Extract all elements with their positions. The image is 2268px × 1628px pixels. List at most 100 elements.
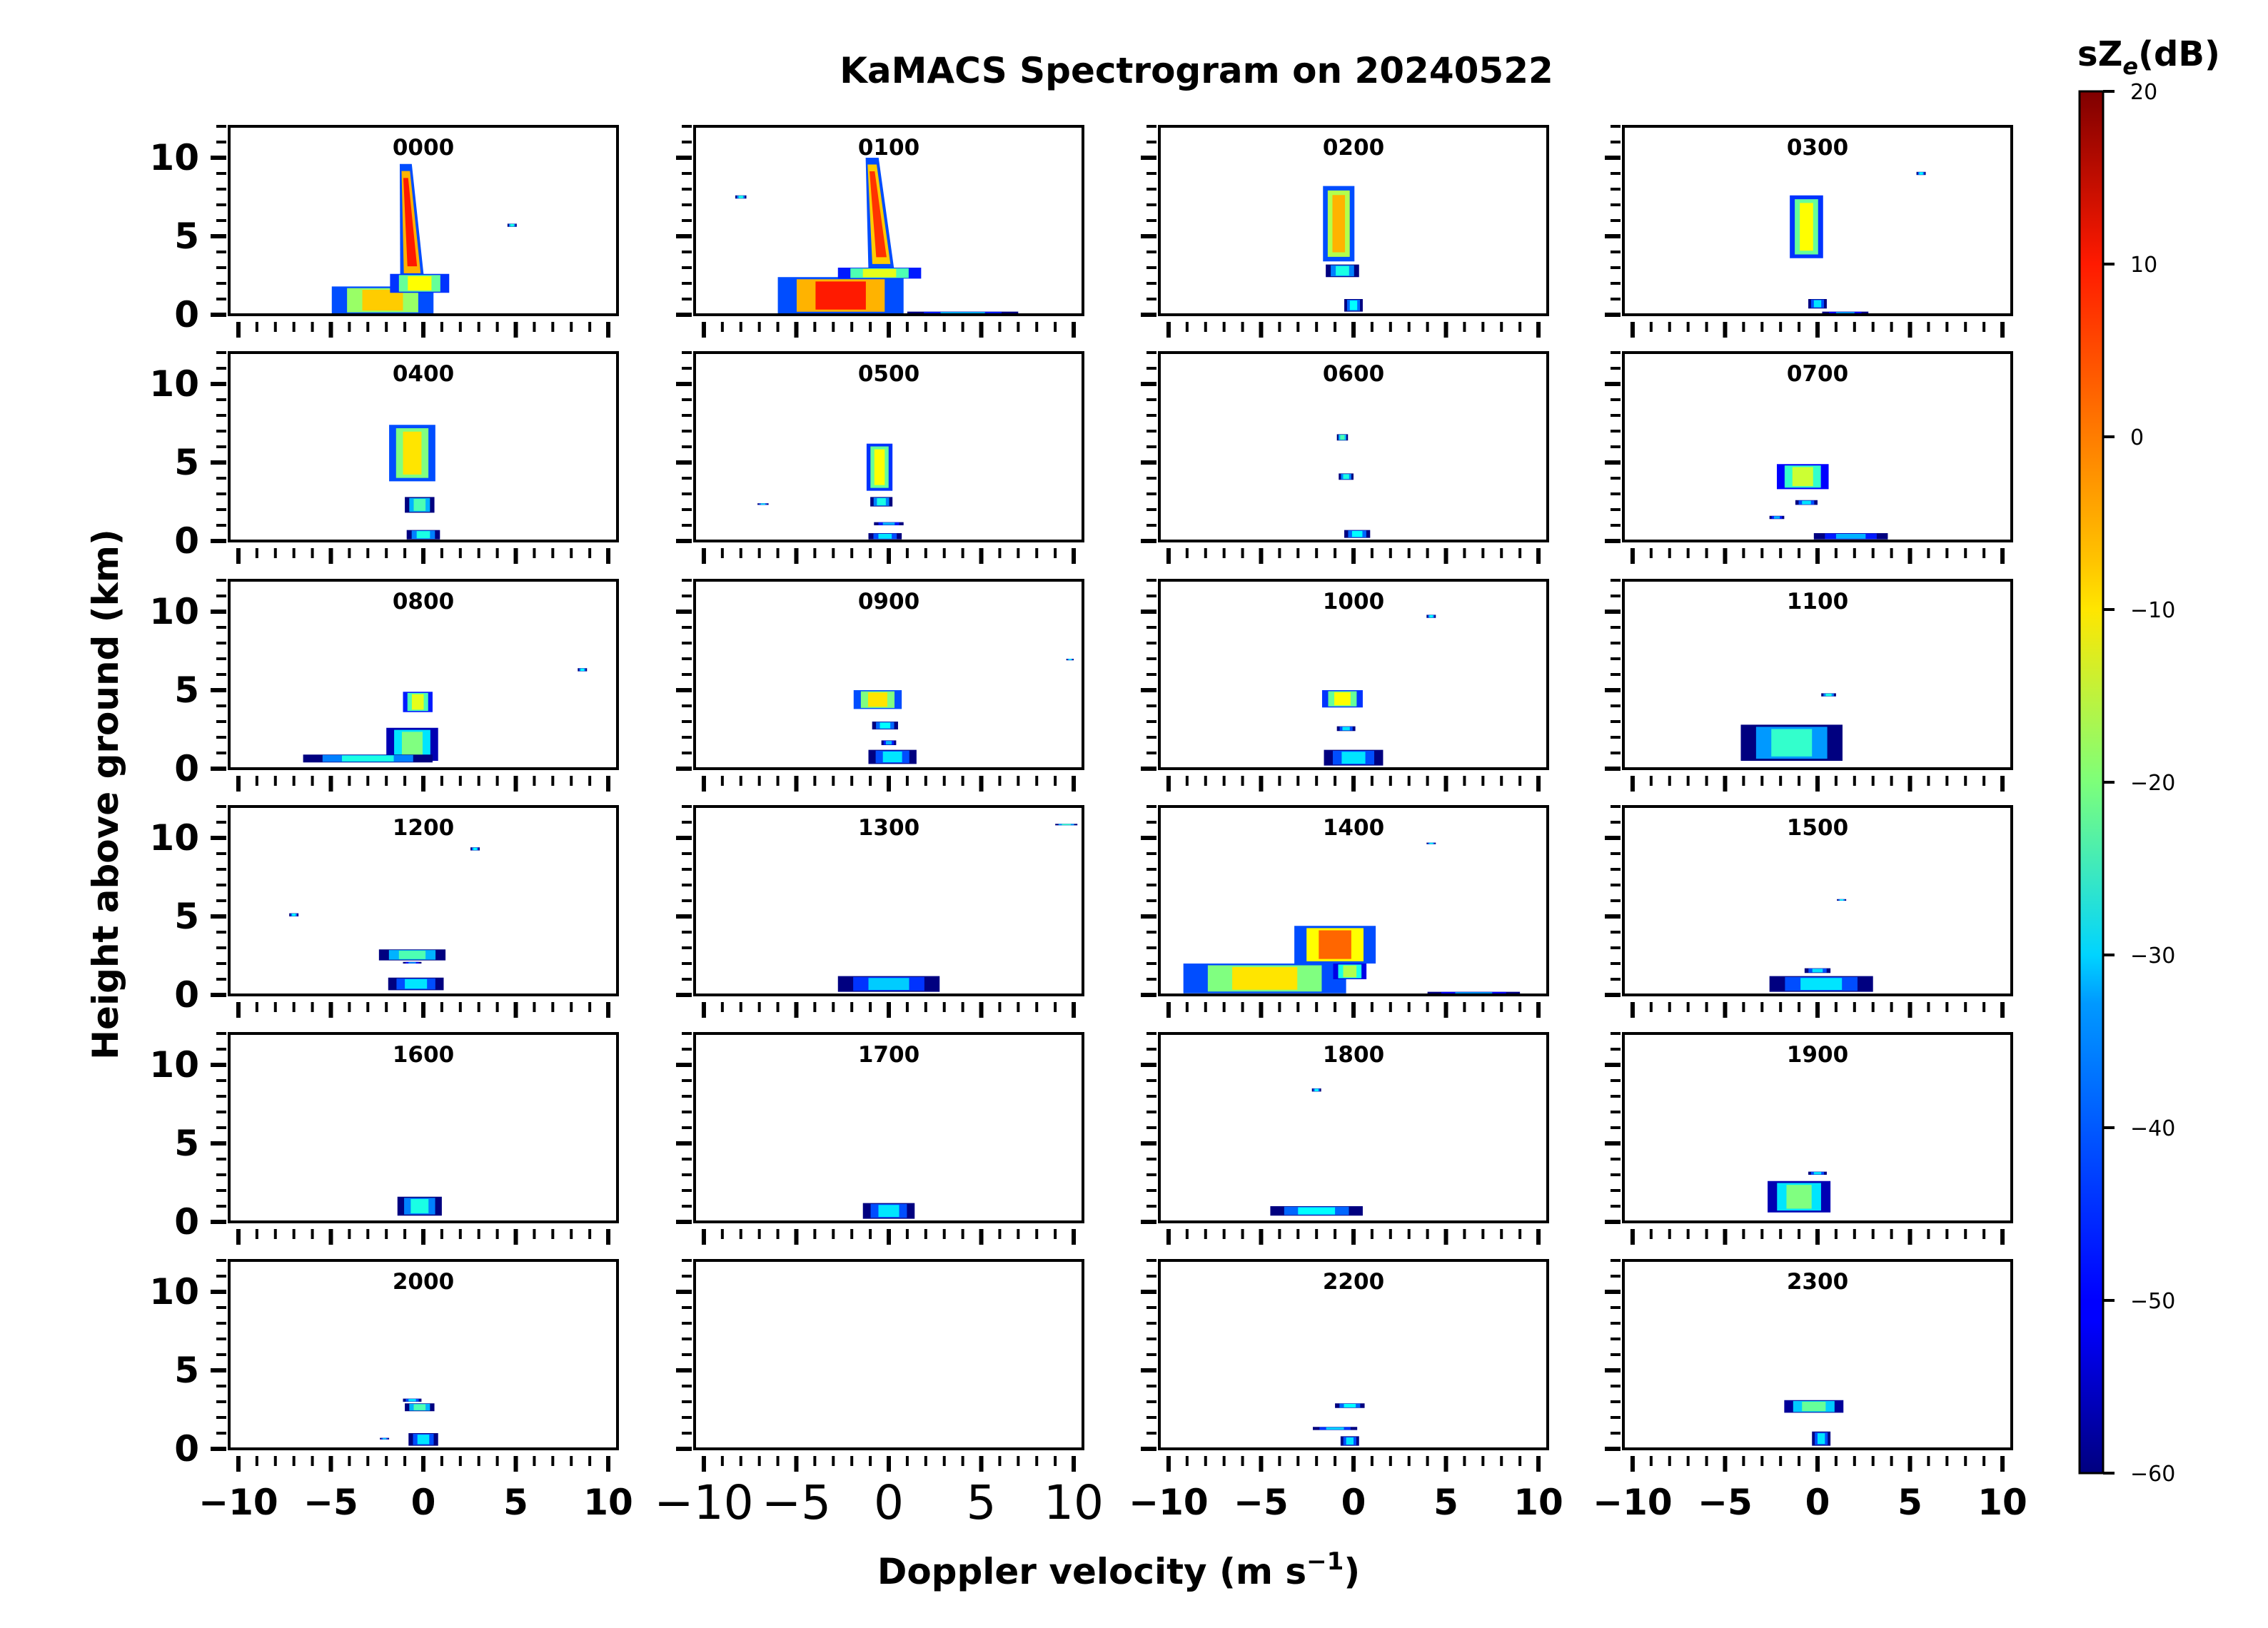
panel-0300: 0300 bbox=[1605, 125, 2013, 338]
spectrum-blob bbox=[1298, 1207, 1336, 1215]
x-tick-label: 0 bbox=[874, 1475, 904, 1530]
panel-time-label: 0100 bbox=[858, 135, 919, 161]
spectrum-blob bbox=[408, 1399, 416, 1402]
x-axis-label-main: Doppler velocity (m s bbox=[877, 1551, 1306, 1592]
spectrum-blob bbox=[1326, 1427, 1344, 1430]
panel-data bbox=[331, 163, 517, 314]
panel-time-label: 1300 bbox=[858, 815, 919, 841]
spectrum-blob bbox=[880, 722, 891, 729]
colorbar-tick-label: 20 bbox=[2130, 80, 2157, 105]
panel-0400: 0400 0 5 10 bbox=[149, 351, 619, 564]
x-tick-label: −5 bbox=[1234, 1482, 1289, 1523]
spectrum-blob bbox=[580, 668, 585, 672]
x-tick-label: −10 bbox=[1129, 1482, 1208, 1523]
spectrum-blob bbox=[401, 732, 423, 757]
spectrum-blob bbox=[882, 522, 895, 525]
spectrum-blob bbox=[1349, 300, 1358, 310]
spectrum-blob bbox=[878, 534, 892, 539]
y-tick-label: 10 bbox=[149, 363, 199, 405]
spectrum-blob bbox=[1919, 172, 1923, 175]
panel-frame bbox=[693, 125, 1084, 316]
x-axis-label-exp: −1 bbox=[1306, 1547, 1344, 1576]
spectrum-blob bbox=[1346, 1437, 1354, 1445]
panel-2000: 2000 0 5 10 −10 −5 0 5 10 bbox=[149, 1259, 633, 1523]
panel-frame bbox=[1622, 351, 2013, 542]
panel-data bbox=[1784, 1400, 1844, 1446]
spectrum-blob bbox=[1314, 1088, 1319, 1091]
spectrum-blob bbox=[885, 741, 892, 745]
panel-time-label: 0000 bbox=[393, 135, 454, 161]
panel-frame bbox=[1622, 125, 2013, 316]
panel-data bbox=[735, 158, 1019, 315]
panel-frame bbox=[228, 579, 619, 770]
panel-time-label: 1600 bbox=[393, 1042, 454, 1068]
x-tick-label: −5 bbox=[762, 1475, 831, 1530]
spectrum-blob bbox=[870, 171, 887, 258]
panel-2200: 2200 −10 −5 0 5 10 bbox=[1129, 1259, 1563, 1523]
panel-time-label: 1900 bbox=[1787, 1042, 1848, 1068]
colorbar-tick-label: −40 bbox=[2130, 1116, 2175, 1141]
panel-frame bbox=[693, 579, 1084, 770]
y-tick-label: 5 bbox=[174, 896, 199, 937]
spectrum-blob bbox=[1336, 266, 1349, 276]
panel-frame bbox=[228, 1032, 619, 1223]
panel-time-label: 2200 bbox=[1323, 1269, 1384, 1295]
panel-time-label: 0600 bbox=[1323, 361, 1384, 387]
spectrum-blob bbox=[1429, 842, 1433, 844]
colorbar-ticks: 20 10 0 −10 −20 −30 −40 −50 −60 bbox=[2103, 80, 2175, 1487]
panel-0600: 0600 bbox=[1141, 351, 1549, 564]
spectrum-blob bbox=[1343, 474, 1349, 480]
panel-time-label: 1700 bbox=[858, 1042, 919, 1068]
panel-data bbox=[1336, 434, 1371, 538]
y-tick-label: 5 bbox=[174, 1123, 199, 1164]
x-tick-label: 5 bbox=[967, 1475, 997, 1530]
panel-1000: 1000 bbox=[1141, 579, 1549, 792]
x-tick-label: 5 bbox=[1433, 1482, 1458, 1523]
panel-1900: 1900 bbox=[1605, 1032, 2013, 1245]
panel-frame bbox=[1622, 805, 2013, 996]
panel-0700: 0700 bbox=[1605, 351, 2013, 564]
panel-time-label: 0300 bbox=[1787, 135, 1848, 161]
spectrum-blob bbox=[398, 951, 426, 959]
panel-1400: 1400 bbox=[1141, 805, 1549, 1018]
y-tick-label: 5 bbox=[174, 442, 199, 483]
colorbar-label: sZe(dB) bbox=[2077, 34, 2220, 80]
panel-1300: 1300 bbox=[676, 805, 1084, 1018]
x-tick-label: 10 bbox=[583, 1482, 633, 1523]
y-tick-label: 10 bbox=[149, 137, 199, 178]
panel-data bbox=[1313, 1403, 1365, 1446]
spectrum-blob bbox=[342, 755, 394, 762]
colorbar-fill bbox=[2078, 90, 2105, 1475]
panel-data bbox=[397, 1196, 442, 1216]
x-tick-label: 0 bbox=[1341, 1482, 1366, 1523]
colorbar-tick-label: 10 bbox=[2130, 253, 2157, 278]
colorbar-tick-label: 0 bbox=[2130, 425, 2144, 450]
spectrum-blob bbox=[868, 978, 909, 990]
y-axis-label: Height above ground (km) bbox=[85, 529, 126, 1060]
spectrum-blob bbox=[1812, 969, 1823, 973]
spectrum-blob bbox=[416, 531, 430, 539]
panel-frame bbox=[1622, 579, 2013, 770]
panel-data bbox=[837, 824, 1078, 992]
panel-1800: 1800 bbox=[1141, 1032, 1549, 1245]
colorbar-tick-label: −30 bbox=[2130, 944, 2175, 969]
panel-data bbox=[862, 1203, 915, 1219]
x-tick-label: 10 bbox=[1513, 1482, 1563, 1523]
panel-data bbox=[1768, 1171, 1831, 1213]
panel-time-label: 0500 bbox=[858, 361, 919, 387]
panel-time-label: 0800 bbox=[393, 589, 454, 615]
y-tick-label: 0 bbox=[174, 974, 199, 1016]
y-tick-label: 10 bbox=[149, 1044, 199, 1086]
panel-data bbox=[303, 668, 588, 763]
spectrum-blob bbox=[877, 497, 886, 506]
spectrum-blob bbox=[413, 499, 426, 511]
panel-frame bbox=[1622, 1259, 2013, 1450]
panel-0800: 0800 0 5 10 bbox=[149, 579, 619, 792]
x-tick-label: 5 bbox=[1897, 1482, 1922, 1523]
spectrum-blob bbox=[403, 431, 422, 475]
panel-frame bbox=[228, 1259, 619, 1450]
spectrum-blob bbox=[292, 914, 296, 916]
spectrum-blob bbox=[1232, 967, 1298, 990]
colorbar-tick-label: −10 bbox=[2130, 598, 2175, 623]
panel-0200: 0200 bbox=[1141, 125, 1549, 338]
